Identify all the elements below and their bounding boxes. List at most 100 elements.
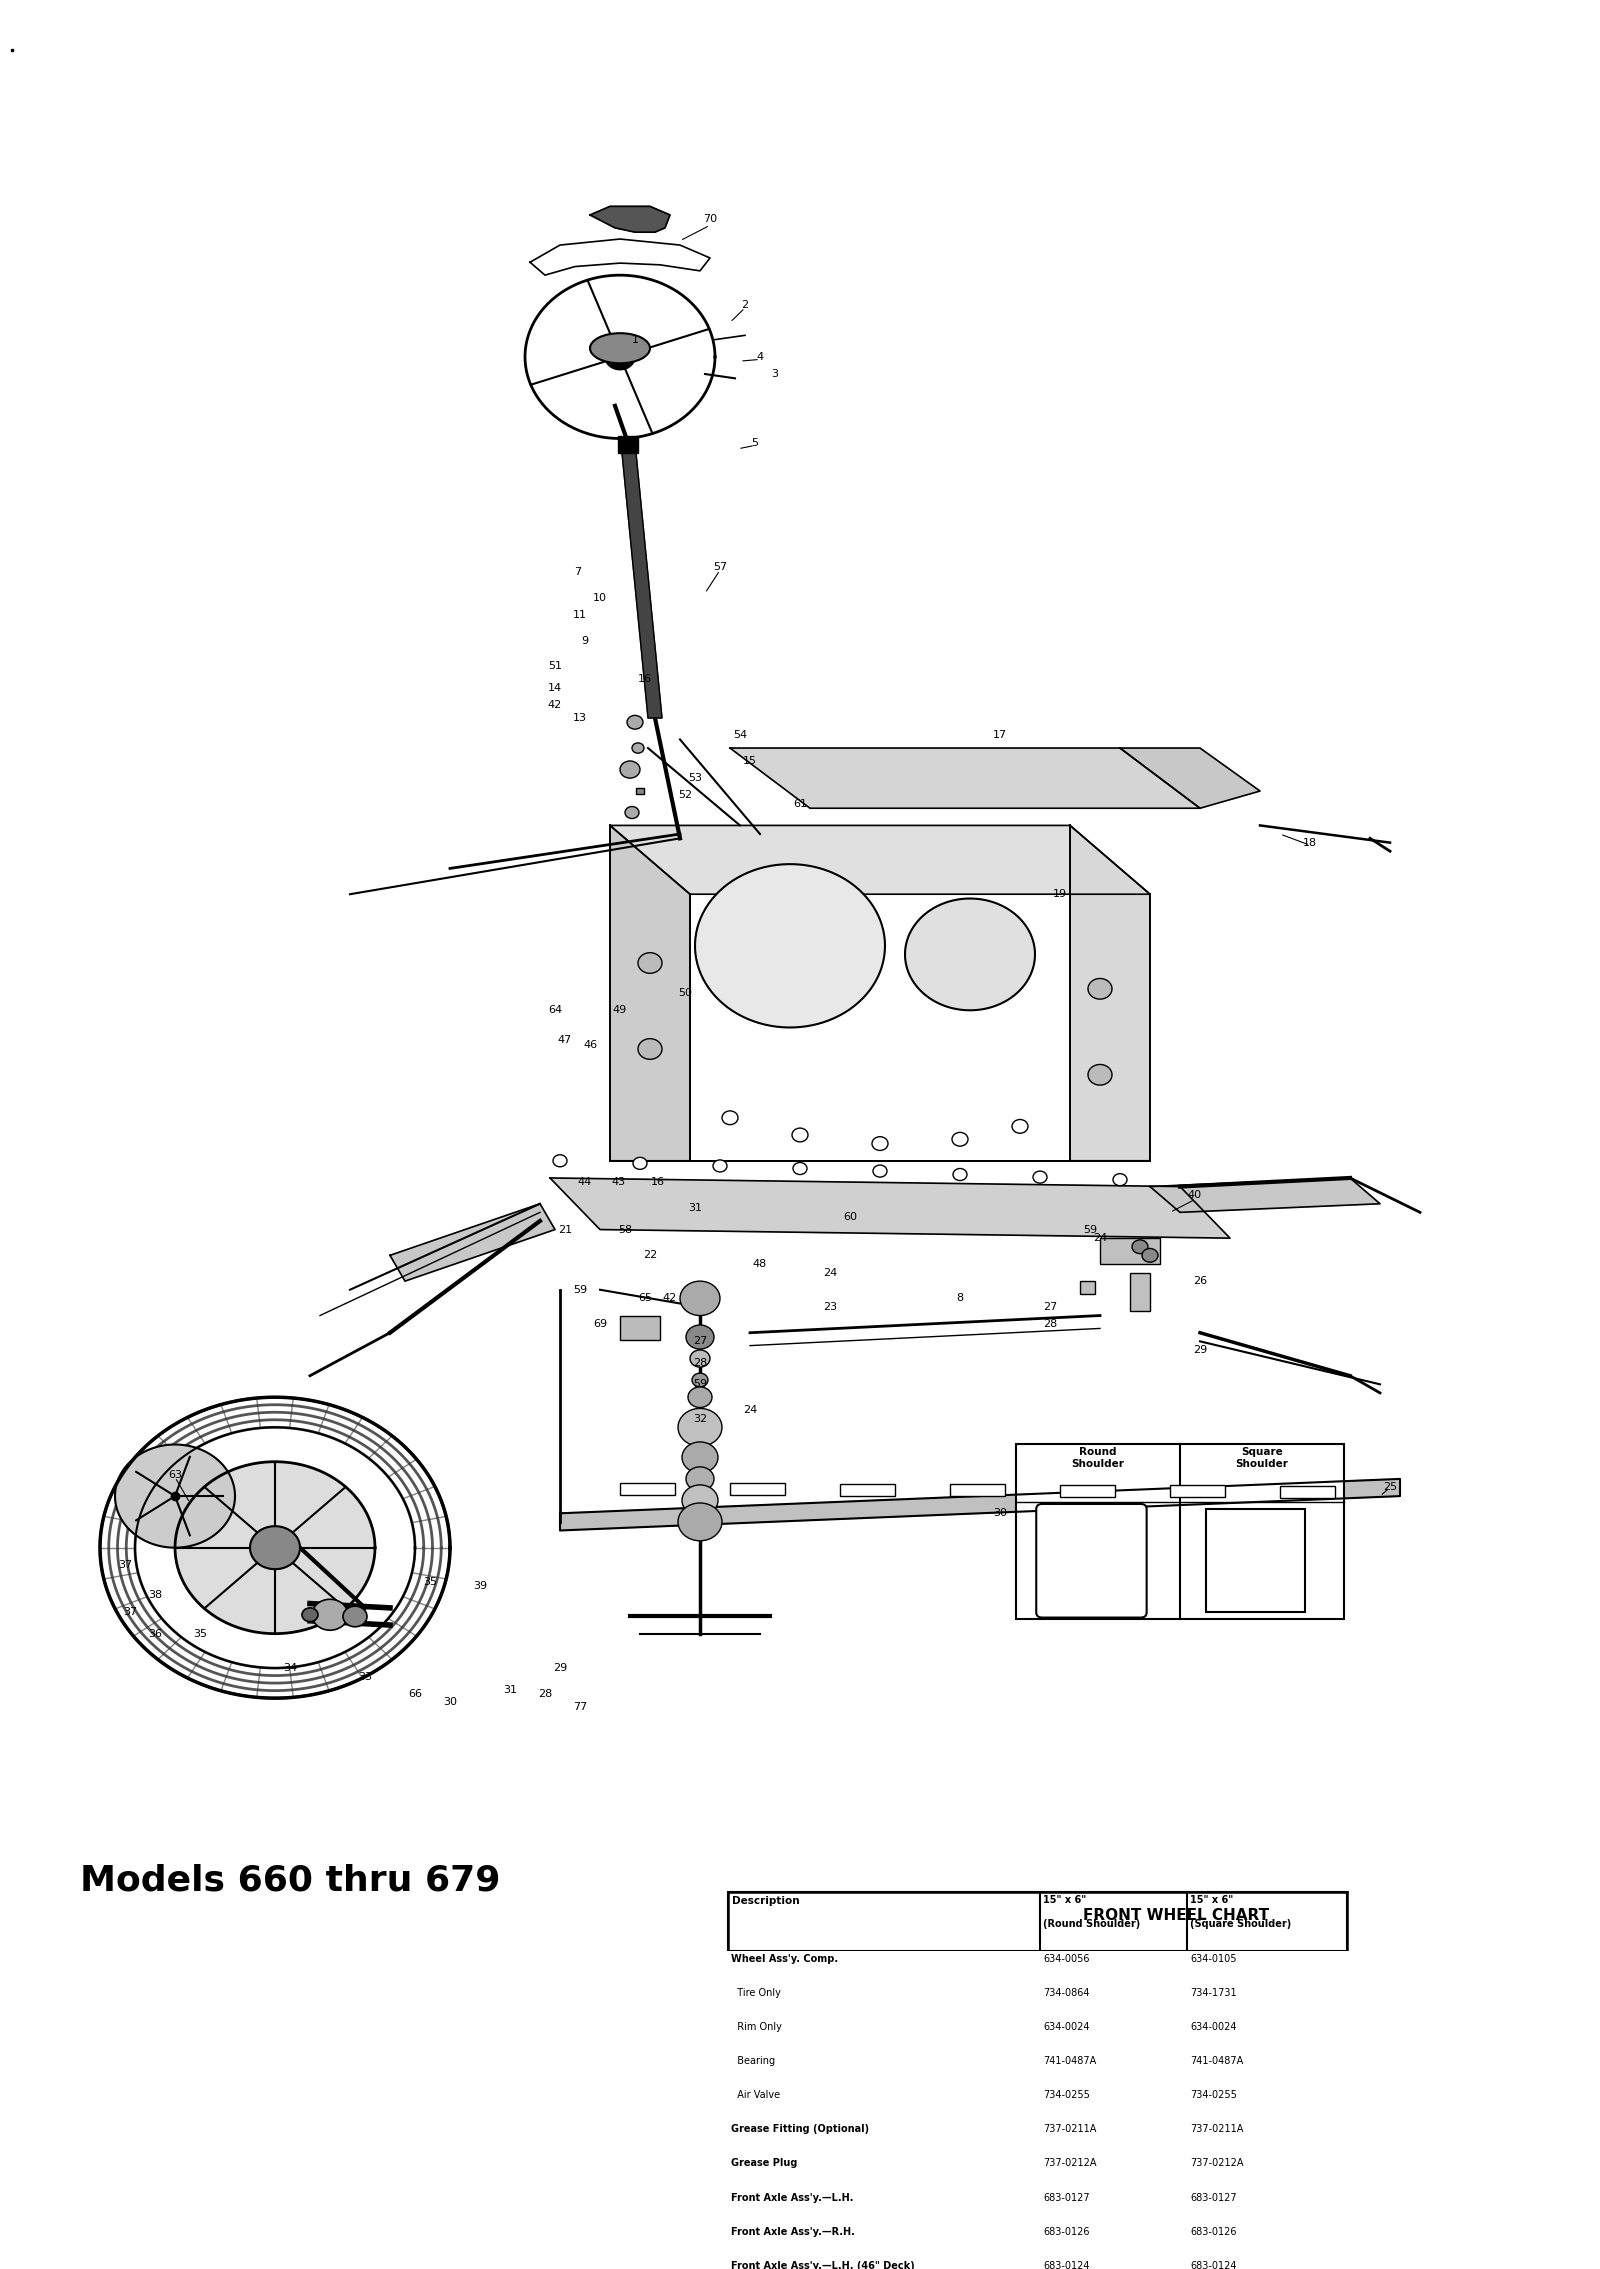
Circle shape bbox=[874, 1164, 886, 1178]
Text: 30: 30 bbox=[994, 1509, 1006, 1518]
Circle shape bbox=[1114, 1173, 1126, 1187]
Text: 2: 2 bbox=[741, 300, 749, 311]
Text: 1: 1 bbox=[632, 334, 638, 345]
Polygon shape bbox=[560, 1479, 1400, 1532]
Bar bbox=[728, 2258, 1347, 2269]
Text: 59: 59 bbox=[693, 1380, 707, 1389]
Text: 51: 51 bbox=[547, 660, 562, 672]
Text: 43: 43 bbox=[611, 1178, 626, 1187]
Text: 59: 59 bbox=[1083, 1225, 1098, 1234]
Text: Front Axle Ass'y.—L.H.: Front Axle Ass'y.—L.H. bbox=[731, 2192, 853, 2203]
Text: Grease Fitting (Optional): Grease Fitting (Optional) bbox=[731, 2124, 869, 2135]
Text: 737-0212A: 737-0212A bbox=[1190, 2158, 1243, 2169]
Circle shape bbox=[302, 1609, 318, 1622]
Circle shape bbox=[1034, 1171, 1046, 1182]
Text: 683-0126: 683-0126 bbox=[1043, 2226, 1090, 2237]
Text: 69: 69 bbox=[594, 1318, 606, 1330]
Circle shape bbox=[1088, 978, 1112, 998]
Text: 28: 28 bbox=[693, 1357, 707, 1368]
Text: Wheel Ass'y. Comp.: Wheel Ass'y. Comp. bbox=[731, 1954, 838, 1963]
Text: 683-0127: 683-0127 bbox=[1190, 2192, 1237, 2203]
Text: 57: 57 bbox=[714, 563, 726, 572]
Bar bbox=[1016, 1443, 1344, 1620]
Text: 39: 39 bbox=[474, 1581, 486, 1591]
Bar bbox=[728, 2156, 1347, 2190]
Text: 34: 34 bbox=[283, 1663, 298, 1672]
Text: 5: 5 bbox=[752, 438, 758, 447]
Text: 27: 27 bbox=[1043, 1302, 1058, 1311]
Text: 66: 66 bbox=[408, 1688, 422, 1699]
Text: 9: 9 bbox=[581, 635, 589, 647]
Ellipse shape bbox=[590, 334, 650, 363]
Text: 29: 29 bbox=[554, 1663, 566, 1672]
Text: FRONT WHEEL CHART: FRONT WHEEL CHART bbox=[1083, 1908, 1269, 1924]
Text: 19: 19 bbox=[1053, 889, 1067, 899]
Text: 31: 31 bbox=[502, 1684, 517, 1695]
Polygon shape bbox=[610, 826, 1150, 894]
Bar bbox=[950, 1484, 1005, 1495]
Text: 17: 17 bbox=[994, 731, 1006, 740]
Circle shape bbox=[1088, 1064, 1112, 1085]
Text: 737-0211A: 737-0211A bbox=[1043, 2124, 1096, 2135]
Text: 21: 21 bbox=[558, 1225, 573, 1234]
Polygon shape bbox=[590, 206, 670, 231]
Text: 37: 37 bbox=[123, 1606, 138, 1618]
Bar bbox=[637, 787, 643, 794]
Text: 15" x 6": 15" x 6" bbox=[1043, 1895, 1086, 1906]
Circle shape bbox=[682, 1441, 718, 1473]
Text: 24: 24 bbox=[1093, 1232, 1107, 1243]
Text: Grease Plug: Grease Plug bbox=[731, 2158, 797, 2169]
Text: Front Axle Ass'y.—R.H.: Front Axle Ass'y.—R.H. bbox=[731, 2226, 854, 2237]
Circle shape bbox=[678, 1502, 722, 1541]
Text: 16: 16 bbox=[651, 1178, 666, 1187]
Text: 35: 35 bbox=[194, 1629, 206, 1638]
Circle shape bbox=[682, 1484, 718, 1516]
Text: 61: 61 bbox=[794, 799, 806, 810]
Text: 8: 8 bbox=[957, 1293, 963, 1302]
Polygon shape bbox=[730, 749, 1200, 808]
Text: 634-0024: 634-0024 bbox=[1190, 2022, 1237, 2031]
Bar bbox=[840, 1484, 894, 1495]
Text: 29: 29 bbox=[1194, 1346, 1206, 1355]
Text: 734-0864: 734-0864 bbox=[1043, 1988, 1090, 1997]
Text: 70: 70 bbox=[702, 213, 717, 225]
Bar bbox=[728, 2122, 1347, 2156]
Polygon shape bbox=[250, 1527, 301, 1570]
Text: 11: 11 bbox=[573, 610, 587, 619]
Bar bbox=[728, 1951, 1347, 1985]
Bar bbox=[728, 2190, 1347, 2224]
Text: 65: 65 bbox=[638, 1293, 653, 1302]
Text: 60: 60 bbox=[843, 1212, 858, 1221]
Text: 53: 53 bbox=[688, 774, 702, 783]
Bar bbox=[1059, 1484, 1115, 1498]
Polygon shape bbox=[1150, 1178, 1379, 1212]
Bar bbox=[1206, 1509, 1304, 1613]
Circle shape bbox=[691, 1373, 707, 1386]
Polygon shape bbox=[621, 442, 662, 717]
Circle shape bbox=[952, 1132, 968, 1146]
Text: Models 660 thru 679: Models 660 thru 679 bbox=[80, 1863, 501, 1897]
Text: 734-1731: 734-1731 bbox=[1190, 1988, 1237, 1997]
Bar bbox=[728, 2224, 1347, 2258]
Circle shape bbox=[680, 1282, 720, 1316]
Text: 52: 52 bbox=[678, 790, 693, 801]
Bar bbox=[1101, 1239, 1160, 1264]
Text: 54: 54 bbox=[733, 731, 747, 740]
Bar bbox=[618, 436, 638, 454]
Polygon shape bbox=[390, 1205, 555, 1282]
Text: Front Axle Ass'y.—L.H. (46" Deck): Front Axle Ass'y.—L.H. (46" Deck) bbox=[731, 2260, 915, 2269]
Circle shape bbox=[688, 1386, 712, 1407]
Text: 734-0255: 734-0255 bbox=[1190, 2090, 1237, 2101]
Polygon shape bbox=[906, 899, 1035, 1010]
Circle shape bbox=[638, 1039, 662, 1060]
Text: 36: 36 bbox=[147, 1629, 162, 1638]
Text: 16: 16 bbox=[638, 674, 653, 685]
Bar bbox=[1080, 1282, 1094, 1293]
Bar bbox=[1170, 1484, 1226, 1498]
Text: 7: 7 bbox=[574, 567, 581, 576]
Text: 683-0124: 683-0124 bbox=[1043, 2260, 1090, 2269]
Text: 50: 50 bbox=[678, 987, 691, 998]
Text: 683-0127: 683-0127 bbox=[1043, 2192, 1090, 2203]
Text: 46: 46 bbox=[582, 1039, 597, 1051]
Circle shape bbox=[342, 1606, 366, 1627]
